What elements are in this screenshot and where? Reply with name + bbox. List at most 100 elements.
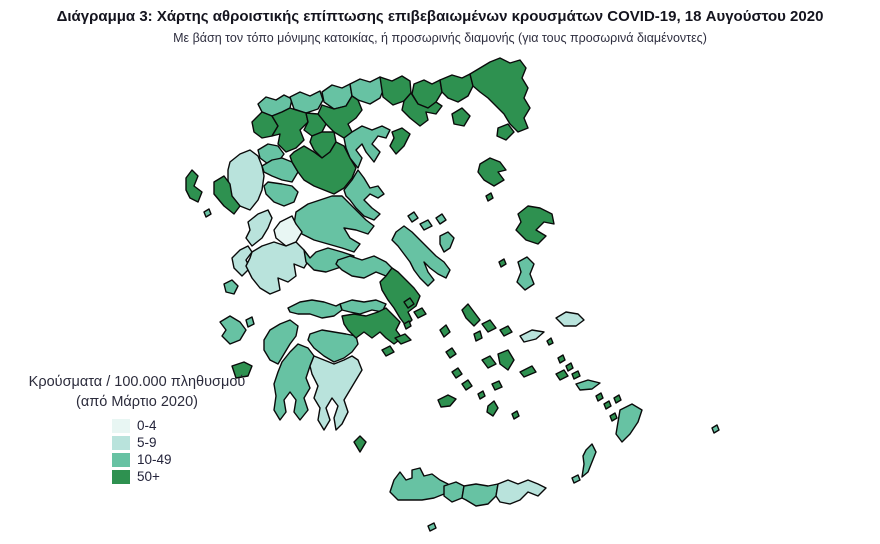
legend-title-line1: Κρούσματα / 100.000 πληθυσμού xyxy=(28,374,246,390)
region-kea xyxy=(439,324,451,338)
region-symi xyxy=(613,394,622,404)
region-fournoi xyxy=(546,337,554,346)
region-lefkada xyxy=(223,279,239,295)
region-achaia xyxy=(287,299,343,319)
region-skiathos xyxy=(407,211,419,223)
region-skyros xyxy=(439,231,455,253)
legend-row: 50+ xyxy=(112,468,256,485)
region-arta xyxy=(245,209,273,247)
legend-title-line2: (από Μάρτιο 2020) xyxy=(76,394,198,410)
region-kavala xyxy=(401,92,443,127)
region-kefalonia xyxy=(219,315,247,345)
region-kythnos xyxy=(445,347,457,359)
chart-title: Διάγραμμα 3: Χάρτης αθροιστικής επίπτωση… xyxy=(56,8,824,25)
region-ikaria xyxy=(519,329,545,343)
region-kythira xyxy=(353,435,367,453)
region-arcadia xyxy=(307,329,359,363)
region-hydra xyxy=(394,333,412,345)
region-messinia xyxy=(273,343,315,421)
region-larissa xyxy=(289,141,357,195)
legend-label: 50+ xyxy=(137,469,160,484)
region-patmos xyxy=(557,354,566,364)
region-athos xyxy=(389,127,411,155)
region-rodopi xyxy=(439,73,474,103)
region-kalymnos xyxy=(571,370,581,380)
region-astypalea xyxy=(555,369,569,381)
region-magnesia xyxy=(343,169,385,221)
legend-swatch-0-4 xyxy=(112,418,130,433)
region-nisyros xyxy=(595,392,604,402)
region-ios xyxy=(491,380,503,391)
region-zakynthos xyxy=(231,361,253,379)
region-attica xyxy=(379,267,421,327)
figure-header: Διάγραμμα 3: Χάρτης αθροιστικής επίπτωση… xyxy=(0,8,880,45)
region-thessaloniki xyxy=(317,95,363,139)
region-alonnisos xyxy=(435,213,447,225)
region-kozani xyxy=(271,107,309,153)
region-lasithi xyxy=(495,479,547,505)
legend-label: 0-4 xyxy=(137,418,157,433)
region-tilos xyxy=(603,400,612,410)
region-syros xyxy=(473,330,483,342)
region-gavdos xyxy=(427,522,437,532)
legend-swatch-50plus xyxy=(112,469,130,484)
region-paxoi xyxy=(203,208,212,218)
region-corfu xyxy=(185,169,203,203)
region-skopelos xyxy=(419,219,433,231)
region-chania xyxy=(389,467,449,501)
region-ithaki xyxy=(245,316,255,328)
region-fthiotida xyxy=(293,195,375,253)
legend-swatch-10-49 xyxy=(112,452,130,467)
region-rethymno xyxy=(443,481,465,503)
region-karpathos xyxy=(581,443,597,478)
region-milos xyxy=(437,394,457,408)
region-sikinos xyxy=(477,390,486,400)
region-sifnos xyxy=(461,379,473,391)
region-salamina xyxy=(403,297,415,309)
legend-row: 10-49 xyxy=(112,451,256,468)
region-anafi xyxy=(511,410,520,420)
region-thasos xyxy=(451,107,471,127)
region-aetoloakarnania xyxy=(245,241,311,295)
region-rhodes xyxy=(615,403,643,443)
region-karditsa xyxy=(263,181,299,207)
region-psara xyxy=(498,258,507,268)
region-trikala xyxy=(261,157,299,183)
legend-label: 10-49 xyxy=(137,452,172,467)
region-evia xyxy=(391,225,451,287)
region-poros xyxy=(403,320,412,330)
region-limnos xyxy=(477,157,507,187)
region-evros xyxy=(469,57,531,133)
map-legend: Κρούσματα / 100.000 πληθυσμού (από Μάρτι… xyxy=(18,372,256,485)
region-mykonos xyxy=(499,325,513,337)
region-amorgos xyxy=(519,365,537,378)
region-elis xyxy=(263,319,299,365)
region-samos xyxy=(555,311,585,327)
region-kos xyxy=(575,379,601,391)
region-serifos xyxy=(451,367,463,379)
legend-row: 5-9 xyxy=(112,434,256,451)
region-aegina xyxy=(413,307,427,319)
region-spetses xyxy=(381,345,395,357)
legend-title: Κρούσματα / 100.000 πληθυσμού (από Μάρτι… xyxy=(18,372,256,412)
region-kastellorizo xyxy=(711,424,720,434)
region-samothraki xyxy=(496,123,515,141)
region-kasos xyxy=(571,474,581,484)
legend-swatch-5-9 xyxy=(112,435,130,450)
region-tinos xyxy=(481,319,497,333)
region-santorini xyxy=(486,400,499,417)
region-chios xyxy=(516,256,535,291)
region-chalki xyxy=(609,412,618,422)
region-leros xyxy=(565,362,574,372)
chart-subtitle: Με βάση τον τόπο μόνιμης κατοικίας, ή πρ… xyxy=(173,31,707,45)
region-andros xyxy=(461,303,481,327)
region-paros xyxy=(481,355,497,369)
region-boeotia xyxy=(335,255,393,279)
region-agios-efstratios xyxy=(485,192,494,202)
region-heraklio xyxy=(461,483,499,507)
region-thesprotia xyxy=(213,175,241,215)
region-lesvos xyxy=(515,205,555,245)
region-laconia xyxy=(309,355,363,431)
